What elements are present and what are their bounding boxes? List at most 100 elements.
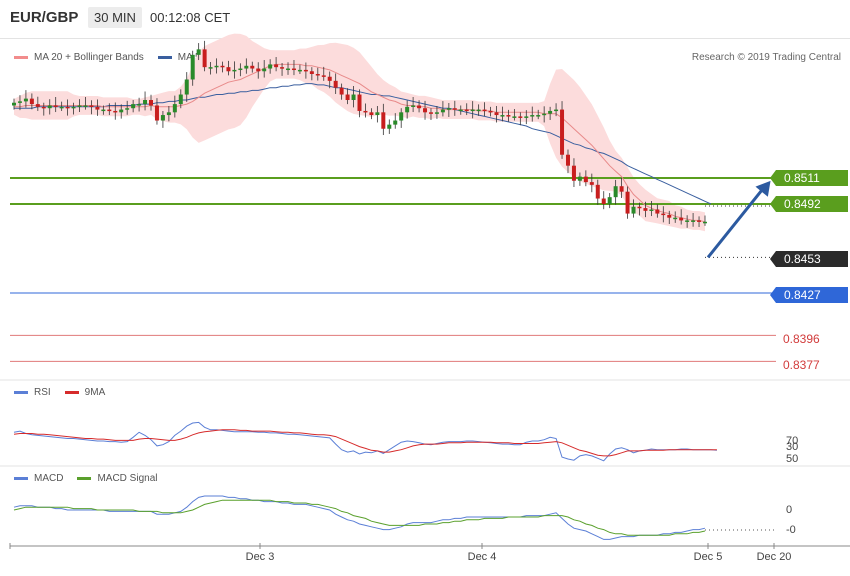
time-axis-ticks [9, 543, 775, 549]
candle-down [339, 87, 344, 95]
rsi-ma-legend-label: 9MA [84, 387, 106, 398]
candle-up [631, 206, 636, 214]
candle-up [399, 112, 404, 121]
candle-up [47, 105, 52, 109]
price-tag-last: 0.8453 [770, 251, 848, 267]
candle-down [417, 105, 422, 109]
candle-up [119, 109, 124, 113]
bollinger-legend-label: MA 20 + Bollinger Bands [34, 52, 144, 63]
candle-down [488, 110, 493, 113]
candle-up [166, 112, 171, 116]
candle-up [351, 94, 356, 100]
x-label-dec4: Dec 4 [467, 551, 497, 563]
forecast-arrow [706, 180, 771, 259]
x-label-dec5: Dec 5 [693, 551, 723, 563]
candle-up [607, 197, 612, 204]
candle-up [405, 106, 410, 113]
candle-up [500, 115, 505, 117]
candle-up [143, 100, 148, 105]
candle-down [357, 94, 362, 111]
macd-swatch [14, 477, 28, 480]
candle-up [137, 104, 142, 106]
candle-down [89, 105, 94, 107]
candle-up [446, 108, 451, 110]
candle-up [387, 124, 392, 129]
instrument-title: EUR/GBP [10, 9, 79, 26]
candle-down [518, 116, 523, 118]
candle-down [381, 112, 386, 129]
rsi-tick-30: 30 [786, 441, 799, 453]
rsi-legend: RSI 9MA [14, 387, 105, 398]
candle-down [661, 213, 666, 216]
candle-up [703, 221, 707, 224]
candle-down [571, 165, 576, 181]
candle-down [280, 67, 285, 69]
bollinger-swatch [14, 56, 28, 59]
candle-up [685, 220, 690, 222]
price-tag-8492: 0.8492 [770, 196, 848, 212]
rsi-tick-70: 70 [786, 435, 799, 447]
candle-down [41, 106, 46, 109]
candle-up [208, 67, 213, 69]
candle-down [667, 214, 672, 218]
macd-tick-neg: -0 [786, 524, 796, 536]
candle-down [256, 68, 261, 72]
price-tag-8492-label: 0.8492 [784, 197, 821, 211]
macd-signal-line [13, 499, 706, 536]
ma20-line [14, 63, 706, 223]
candle-up [83, 105, 88, 107]
candle-up [530, 115, 535, 117]
candle-down [428, 112, 433, 114]
candle-down [595, 184, 600, 199]
candle-up [613, 186, 618, 198]
candle-down [643, 208, 648, 211]
candle-up [125, 108, 130, 110]
price-label-8377: 0.8377 [783, 358, 820, 372]
macd-line [13, 495, 706, 540]
candle-up [214, 65, 219, 68]
candle-up [77, 105, 82, 107]
candle-down [697, 220, 702, 222]
candle-down [202, 49, 207, 68]
chart-header: EUR/GBP 30 MIN 00:12:08 CET [0, 0, 850, 39]
timeframe-button[interactable]: 30 MIN [88, 7, 142, 28]
x-label-dec20: Dec 20 [756, 551, 792, 563]
candle-up [262, 68, 267, 72]
candle-up [542, 113, 547, 116]
candle-up [434, 112, 439, 114]
candle-down [345, 94, 350, 100]
candle-up [393, 120, 398, 125]
candle-down [506, 115, 511, 117]
bollinger-band [14, 33, 705, 232]
candle-up [458, 109, 463, 112]
candle-up [71, 106, 76, 109]
candlestick-series [12, 40, 707, 228]
candle-up [375, 112, 380, 116]
candle-down [560, 109, 565, 155]
price-tag-8427: 0.8427 [770, 287, 848, 303]
candle-up [184, 79, 189, 95]
candle-down [250, 65, 255, 69]
candle-down [363, 110, 368, 113]
rsi-ma-line [13, 429, 717, 457]
rsi-ma-swatch [64, 391, 79, 394]
rsi-line [13, 421, 717, 462]
macd-signal-legend-label: MACD Signal [97, 473, 158, 484]
candle-down [655, 209, 660, 214]
candle-up [190, 54, 195, 80]
candle-up [244, 65, 249, 69]
candle-up [131, 104, 136, 109]
candle-down [601, 198, 606, 204]
candle-down [321, 75, 326, 77]
candle-down [274, 64, 279, 68]
candle-down [309, 71, 314, 74]
candle-down [679, 217, 684, 221]
candle-down [65, 106, 70, 109]
research-credit: Research © 2019 Trading Central [691, 52, 841, 63]
candle-down [327, 76, 332, 81]
candle-down [452, 108, 457, 110]
candle-up [512, 116, 517, 118]
candle-up [178, 94, 183, 105]
candle-down [303, 69, 308, 72]
candle-down [226, 67, 231, 72]
